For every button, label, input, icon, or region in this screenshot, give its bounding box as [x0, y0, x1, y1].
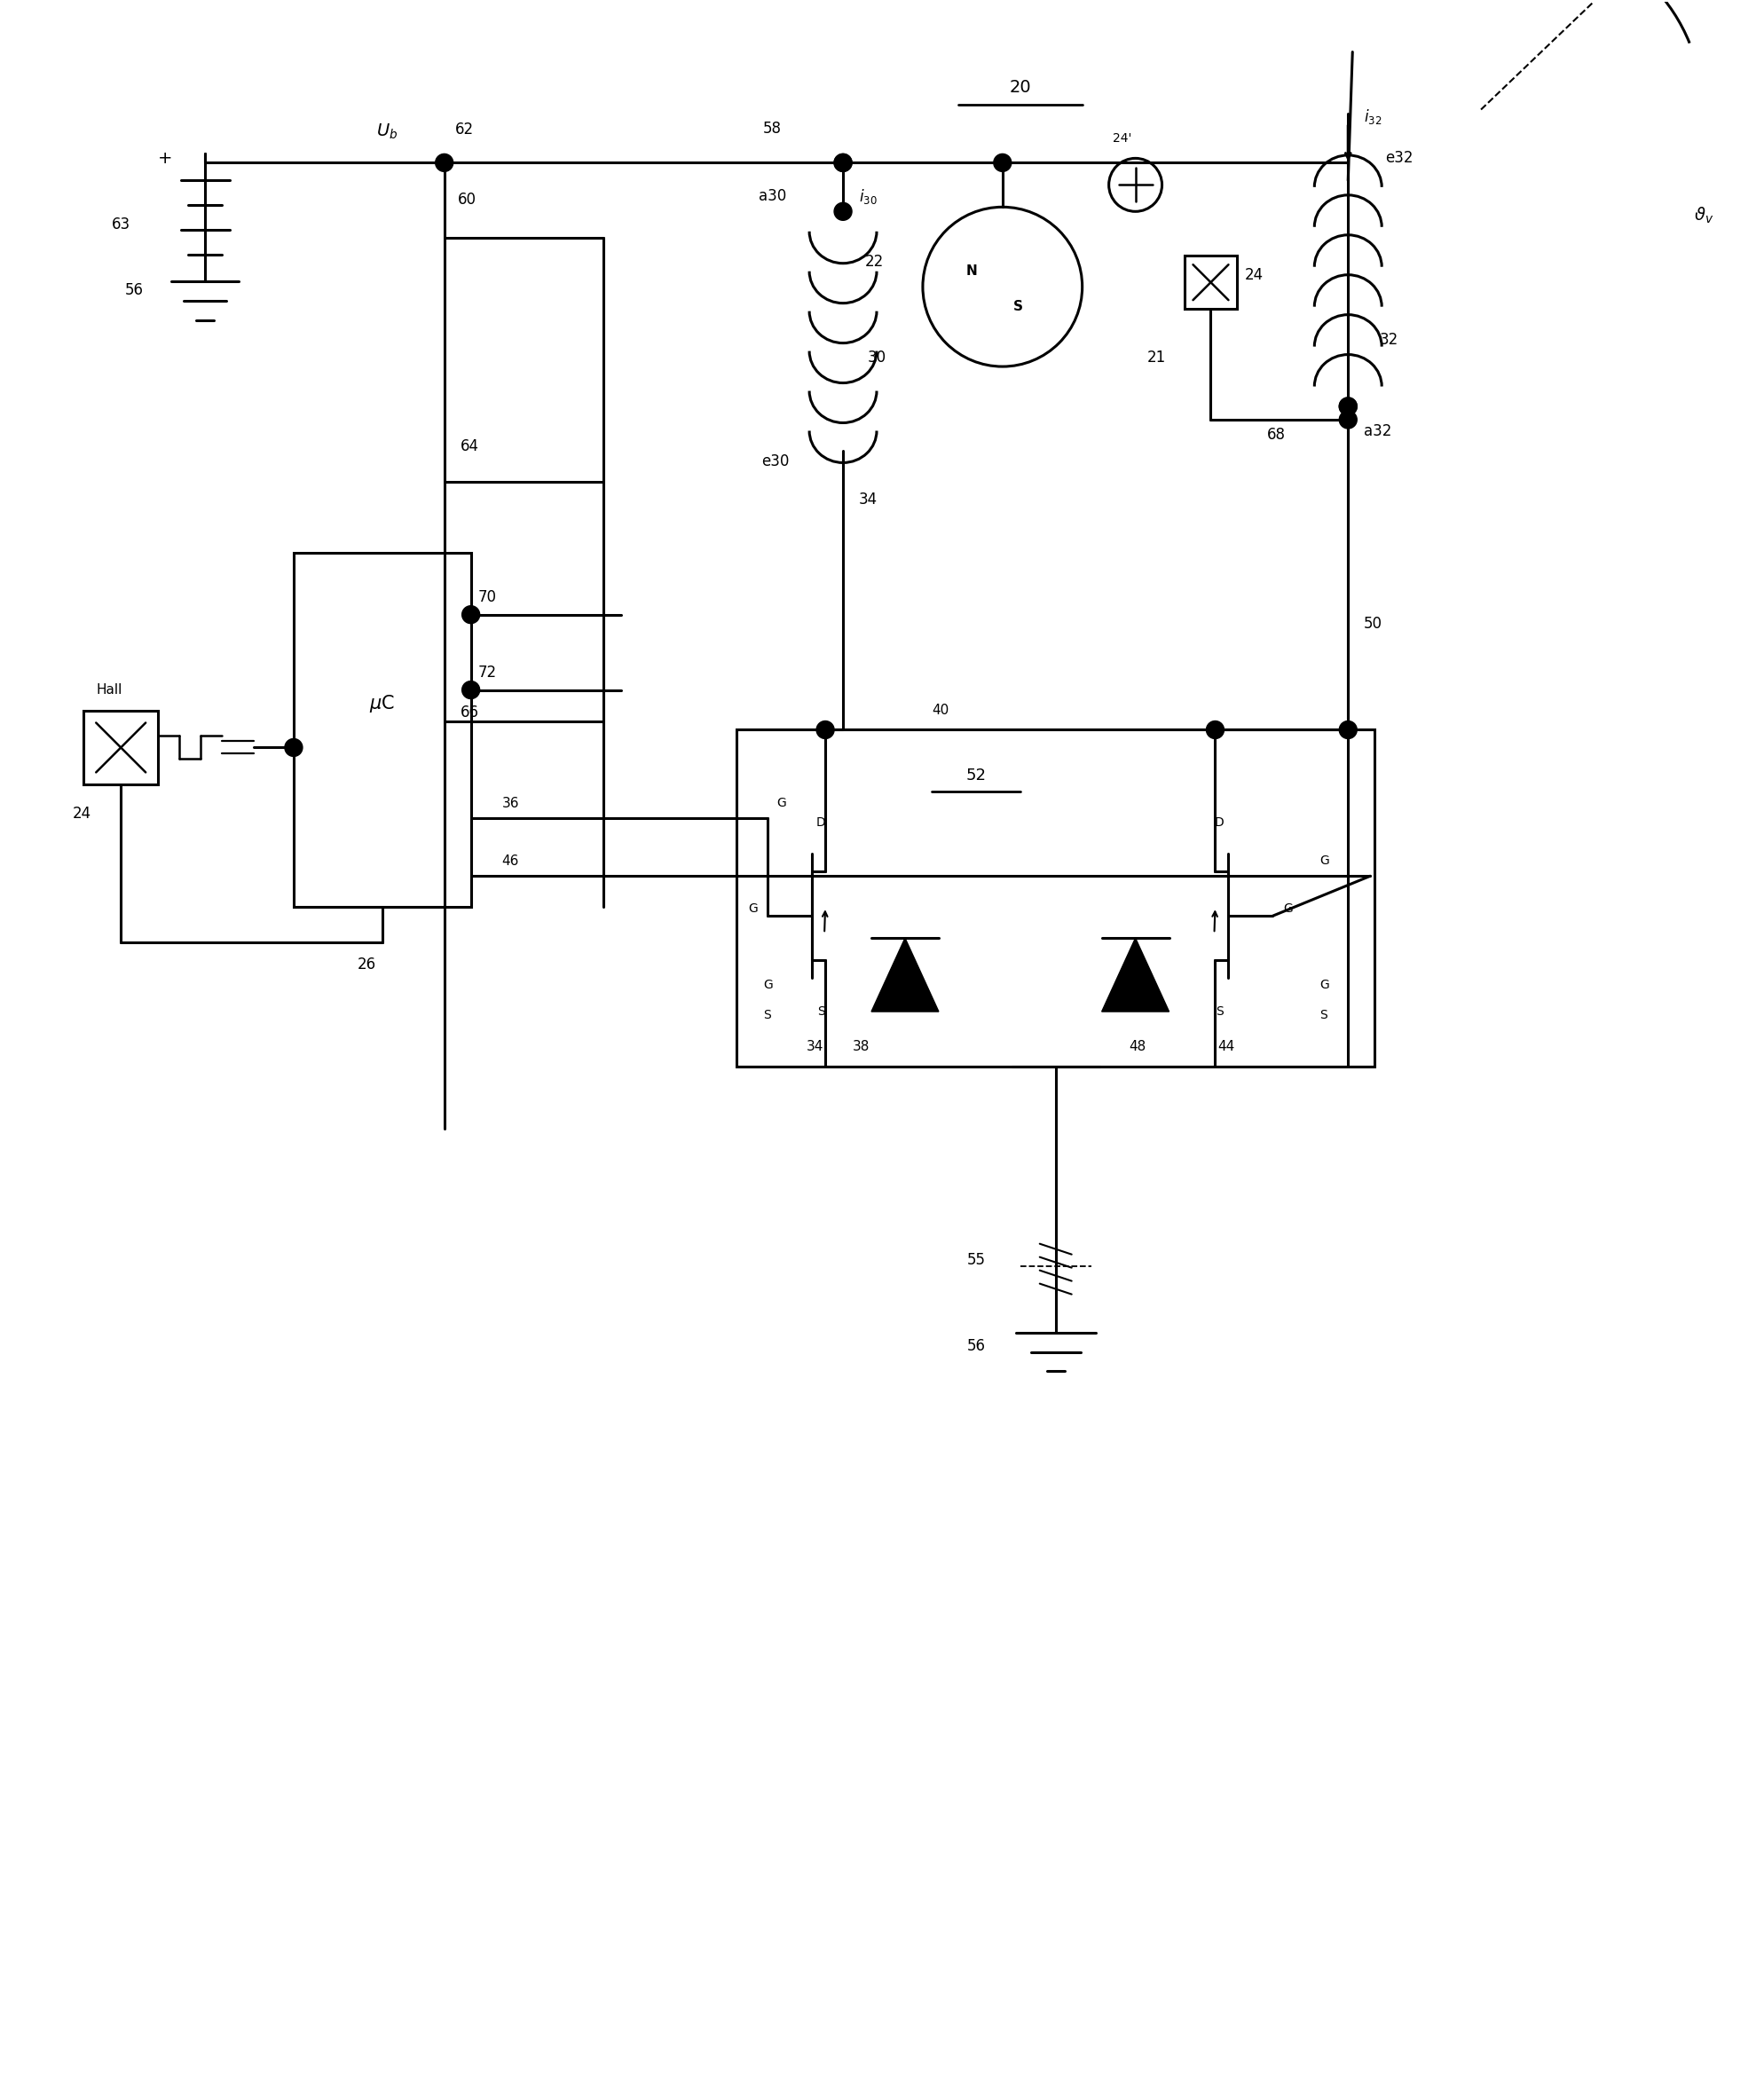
Bar — [1184, 257, 1237, 309]
Text: a30: a30 — [759, 188, 787, 205]
Circle shape — [1339, 720, 1357, 739]
Circle shape — [834, 154, 852, 171]
Circle shape — [817, 720, 834, 739]
Text: 22: 22 — [864, 255, 884, 269]
Text: e30: e30 — [762, 453, 789, 470]
Text: 63: 63 — [111, 217, 131, 234]
Polygon shape — [1102, 937, 1170, 1012]
Text: 21: 21 — [1147, 351, 1166, 365]
Text: 26: 26 — [358, 956, 376, 973]
Circle shape — [993, 154, 1011, 171]
Text: 50: 50 — [1364, 616, 1383, 632]
Circle shape — [462, 605, 480, 624]
Text: 40: 40 — [931, 703, 949, 718]
Text: 68: 68 — [1267, 426, 1286, 442]
Text: G: G — [776, 797, 787, 810]
Circle shape — [436, 154, 453, 171]
Text: D: D — [1215, 816, 1224, 829]
Bar — [737, 730, 1374, 1066]
Text: +: + — [157, 150, 173, 167]
Text: $\vartheta_v$: $\vartheta_v$ — [1693, 207, 1713, 225]
Text: 52: 52 — [965, 768, 986, 785]
Polygon shape — [871, 937, 938, 1012]
Text: G: G — [748, 902, 757, 914]
Text: 36: 36 — [503, 797, 519, 810]
Circle shape — [1339, 411, 1357, 428]
Text: 60: 60 — [457, 192, 476, 209]
Circle shape — [834, 202, 852, 221]
Text: N: N — [967, 265, 977, 278]
Text: 32: 32 — [1379, 332, 1397, 349]
Text: $\mu$C: $\mu$C — [369, 693, 395, 714]
Circle shape — [1207, 720, 1224, 739]
Text: 55: 55 — [967, 1252, 986, 1267]
Text: S: S — [1215, 1006, 1224, 1018]
Text: 66: 66 — [460, 703, 478, 720]
Text: 56: 56 — [967, 1338, 986, 1354]
Text: 58: 58 — [764, 121, 781, 138]
Text: S: S — [764, 1008, 771, 1021]
Text: G: G — [764, 979, 773, 991]
Text: 70: 70 — [478, 589, 497, 605]
Circle shape — [462, 680, 480, 699]
Text: e32: e32 — [1385, 150, 1413, 167]
Text: 56: 56 — [125, 282, 145, 298]
Circle shape — [284, 739, 302, 755]
Text: G: G — [1282, 902, 1293, 914]
Text: 62: 62 — [455, 121, 475, 138]
Text: $U_b$: $U_b$ — [376, 123, 397, 142]
Text: D: D — [817, 816, 826, 829]
Text: S: S — [1014, 301, 1023, 313]
Text: 34: 34 — [806, 1041, 824, 1054]
Text: 48: 48 — [1129, 1041, 1147, 1054]
Text: Hall: Hall — [95, 682, 122, 697]
Text: 24': 24' — [1113, 134, 1132, 144]
Text: G: G — [1319, 979, 1330, 991]
Text: 24: 24 — [72, 806, 92, 822]
Text: 38: 38 — [852, 1041, 870, 1054]
Circle shape — [1339, 397, 1357, 415]
Text: a32: a32 — [1364, 424, 1392, 438]
Circle shape — [834, 154, 852, 171]
Text: $i_{30}$: $i_{30}$ — [859, 188, 877, 207]
Text: 30: 30 — [868, 351, 887, 365]
Text: 64: 64 — [460, 438, 478, 455]
Text: 20: 20 — [1009, 79, 1032, 96]
Bar — [293, 553, 471, 908]
Text: S: S — [1319, 1008, 1328, 1021]
Text: G: G — [1319, 856, 1330, 868]
Circle shape — [1339, 397, 1357, 415]
Bar — [83, 710, 159, 785]
Text: 46: 46 — [503, 854, 519, 868]
Text: S: S — [817, 1006, 826, 1018]
Text: 44: 44 — [1217, 1041, 1235, 1054]
Text: $i_{32}$: $i_{32}$ — [1364, 106, 1381, 125]
Text: 24: 24 — [1244, 267, 1263, 284]
Text: 34: 34 — [859, 490, 878, 507]
Text: 72: 72 — [478, 664, 497, 680]
